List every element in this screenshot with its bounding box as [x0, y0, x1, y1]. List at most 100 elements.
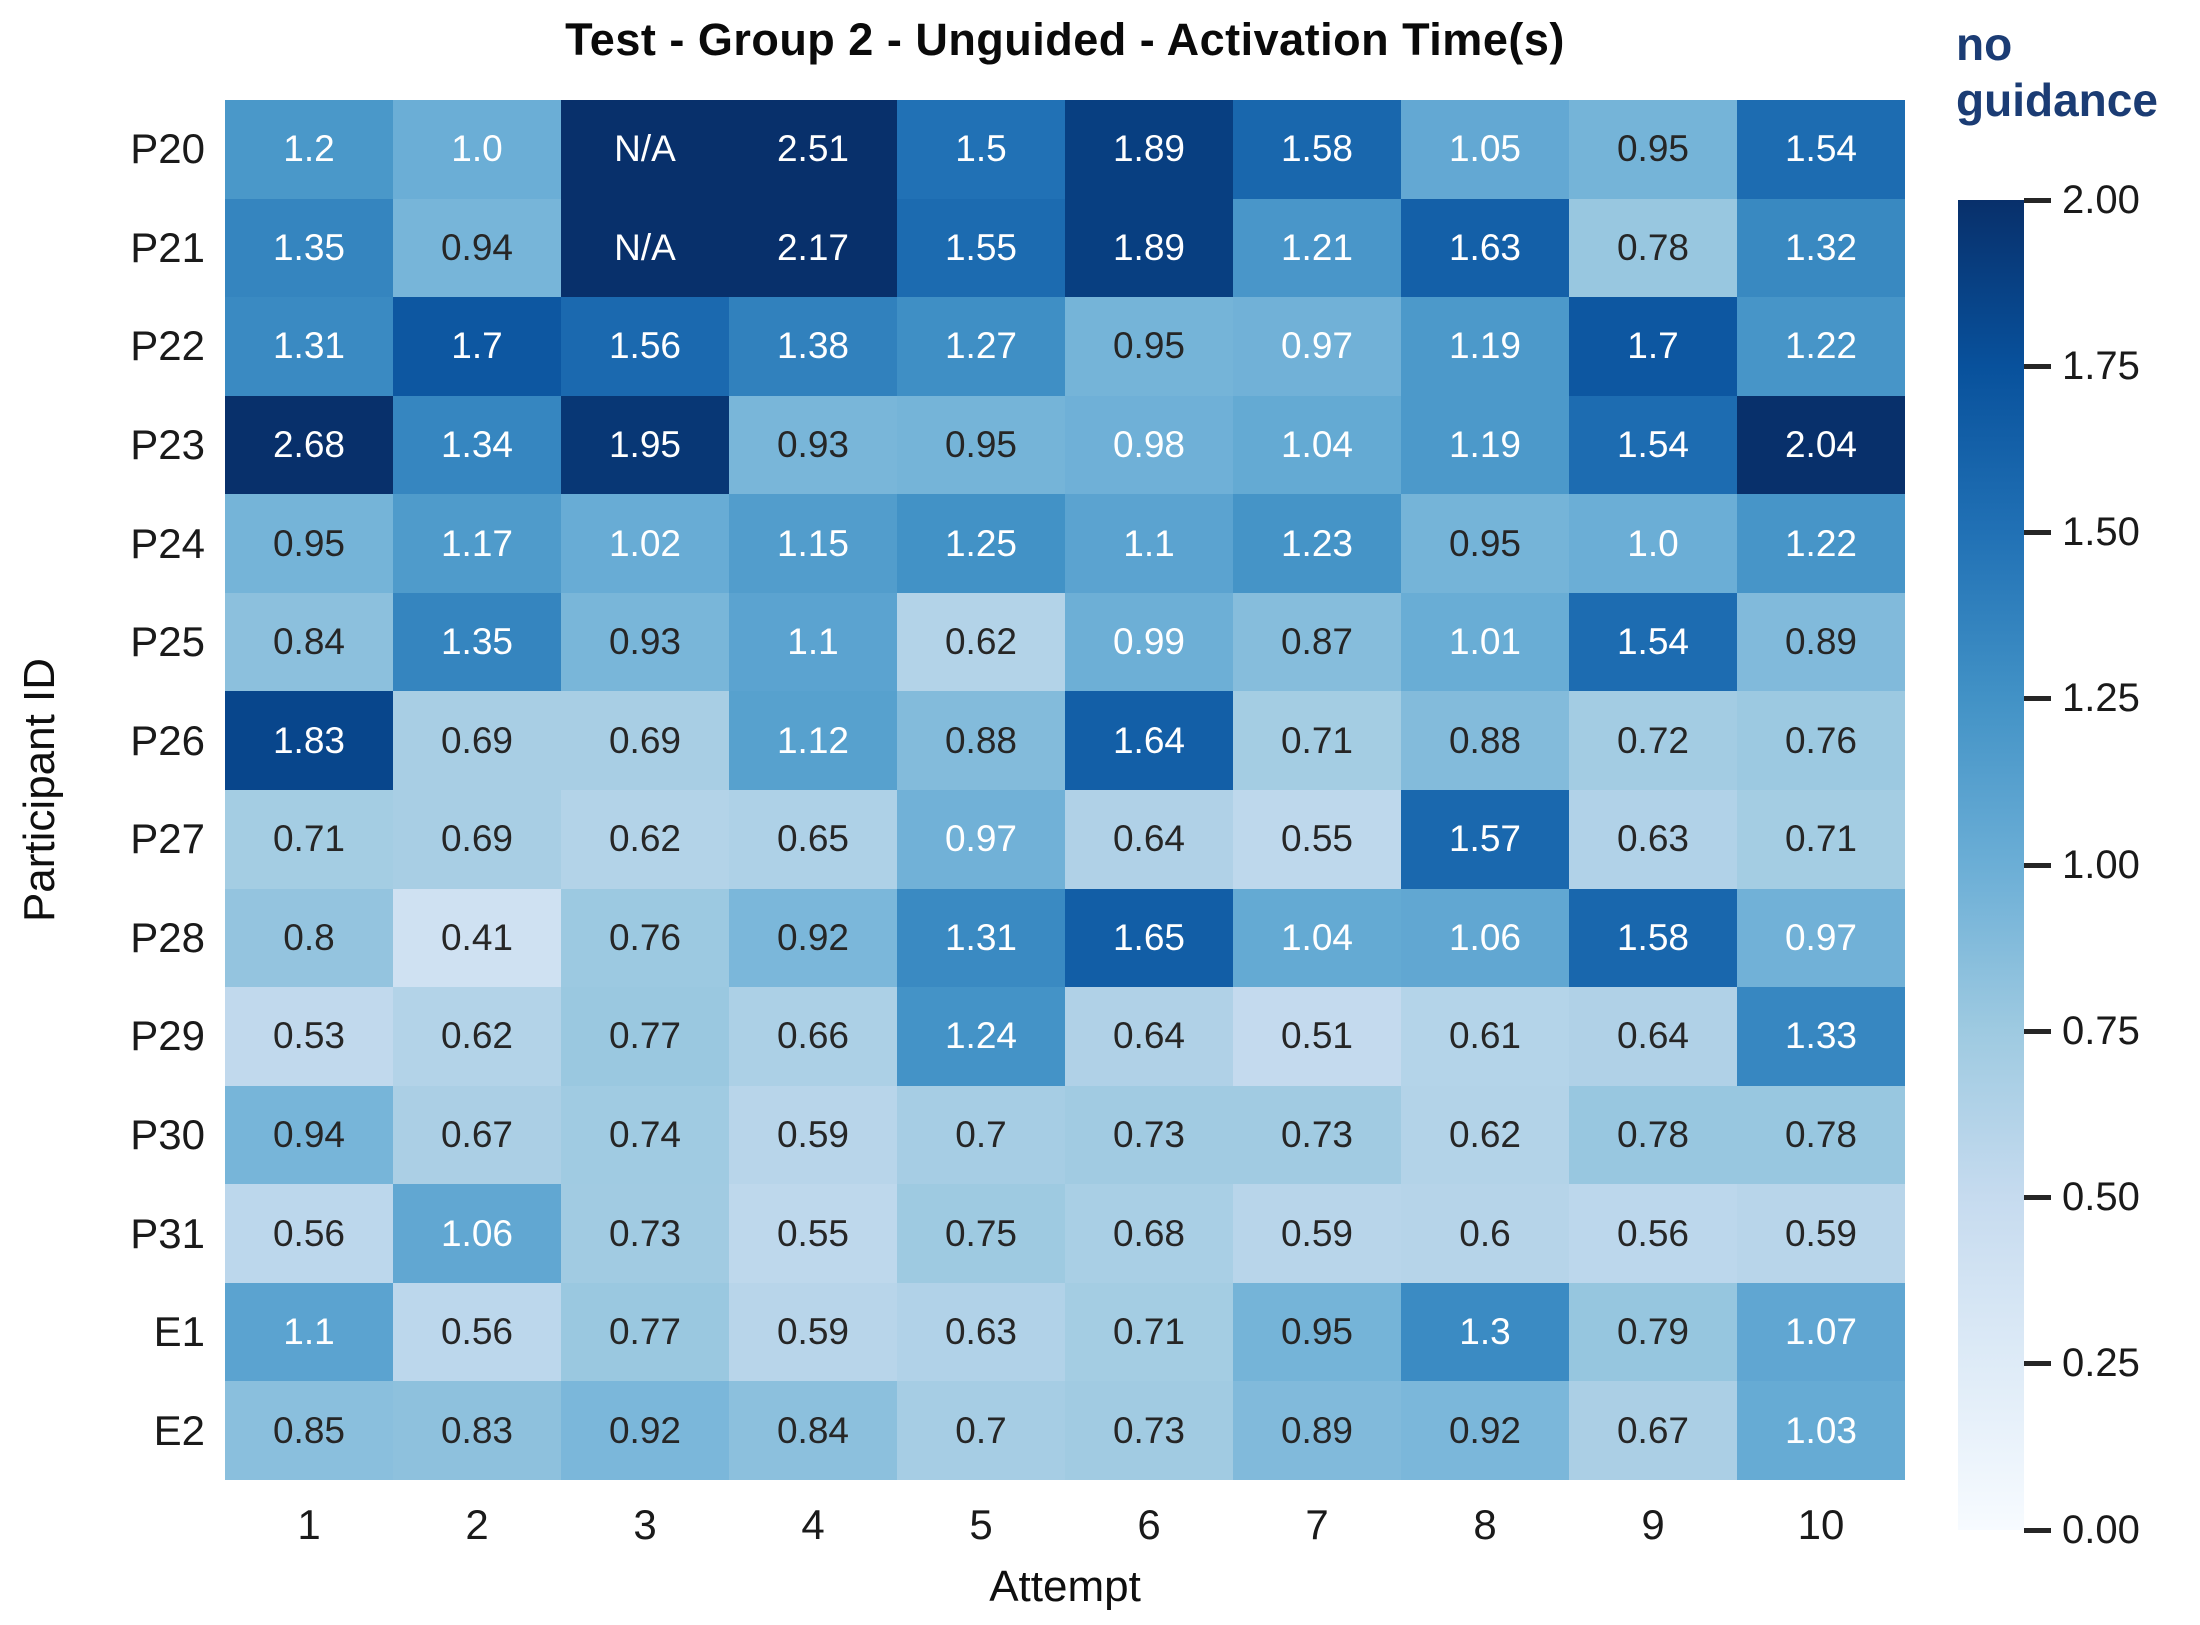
- heatmap-cell: 0.64: [1065, 987, 1233, 1086]
- heatmap-cell: 0.69: [393, 789, 561, 889]
- heatmap-cell: 1.06: [393, 1184, 561, 1283]
- heatmap-cell: 1.24: [897, 987, 1065, 1086]
- y-tick-label: P29: [130, 1012, 205, 1060]
- heatmap-cell: 0.64: [1065, 789, 1233, 889]
- heatmap-cell: 1.23: [1233, 494, 1401, 593]
- heatmap-cell: 0.99: [1065, 592, 1233, 692]
- heatmap-cell: 0.56: [1569, 1184, 1737, 1283]
- heatmap-cell: 1.31: [897, 888, 1065, 988]
- colorbar-tick-label: 1.25: [2062, 676, 2140, 721]
- colorbar-tick-label: 0.50: [2062, 1175, 2140, 1219]
- y-tick-label: P28: [130, 913, 205, 961]
- heatmap-cell: 2.68: [225, 395, 393, 495]
- y-tick-label: E2: [153, 1406, 205, 1454]
- heatmap-cell: 0.95: [1065, 297, 1233, 396]
- heatmap-cell: 0.67: [393, 1085, 561, 1185]
- heatmap-cell: 0.67: [1569, 1381, 1737, 1480]
- y-tick-label: P31: [130, 1209, 205, 1257]
- heatmap-cell: 0.97: [1233, 297, 1401, 396]
- heatmap-cell: 0.73: [1065, 1381, 1233, 1480]
- y-axis-title: Participant ID: [15, 657, 64, 923]
- heatmap-cell: 0.94: [225, 1085, 393, 1185]
- colorbar-tick-mark: [2024, 1028, 2051, 1034]
- heatmap-cell: 0.79: [1569, 1282, 1737, 1382]
- heatmap-cell: 0.88: [1401, 691, 1569, 790]
- heatmap-cell: 0.53: [225, 987, 393, 1086]
- heatmap-cell: 0.64: [1569, 987, 1737, 1086]
- heatmap-cell: 1.2: [225, 100, 393, 199]
- heatmap-cell: 0.69: [561, 691, 729, 790]
- heatmap-cell: 1.05: [1401, 100, 1569, 199]
- heatmap-cell: 1.06: [1401, 888, 1569, 988]
- x-tick-label: 9: [1641, 1501, 1665, 1548]
- heatmap-cell: 1.7: [393, 297, 561, 396]
- heatmap-cell: 1.7: [1569, 297, 1737, 396]
- heatmap-cell: 0.85: [225, 1381, 393, 1480]
- heatmap-cell: 0.97: [897, 789, 1065, 889]
- heatmap-cell: 0.95: [225, 494, 393, 593]
- heatmap-cell: 0.97: [1737, 888, 1905, 988]
- heatmap-cell: 0.84: [729, 1381, 897, 1480]
- heatmap-cell: 0.68: [1065, 1184, 1233, 1283]
- heatmap-cell: 0.71: [1737, 789, 1905, 889]
- heatmap-cell: 0.78: [1737, 1085, 1905, 1185]
- x-tick-label: 4: [801, 1501, 825, 1548]
- heatmap-cell: 1.32: [1737, 198, 1905, 298]
- heatmap-cell: 0.83: [393, 1381, 561, 1480]
- heatmap-cell: 1.15: [729, 494, 897, 593]
- heatmap-cell: 1.57: [1401, 789, 1569, 889]
- colorbar-tick-label: 0.75: [2062, 1008, 2140, 1053]
- y-tick-label: E1: [153, 1308, 205, 1356]
- heatmap-cell: 0.66: [729, 987, 897, 1086]
- heatmap-cell: 0.7: [897, 1381, 1065, 1480]
- heatmap-cell: 0.88: [897, 691, 1065, 790]
- heatmap-cell: 1.89: [1065, 198, 1233, 298]
- heatmap-cell: 1.27: [897, 297, 1065, 396]
- y-axis-tick-labels: P20 P21 P22 P23 P24 P25 P26 P27 P28 P29 P30 P31 E1 E2: [0, 100, 205, 1480]
- heatmap-cell: 1.01: [1401, 592, 1569, 692]
- heatmap-cell: 0.62: [897, 592, 1065, 692]
- heatmap-cell: 0.62: [1401, 1085, 1569, 1185]
- heatmap-cell: 1.54: [1737, 100, 1905, 199]
- colorbar-gradient: [1958, 200, 2024, 1530]
- heatmap-cell: 1.58: [1233, 100, 1401, 199]
- heatmap-cell: 0.71: [1065, 1282, 1233, 1382]
- heatmap-cell: 0.78: [1569, 1085, 1737, 1185]
- colorbar-tick-mark: [2024, 1361, 2051, 1367]
- heatmap-cell: 0.95: [897, 395, 1065, 495]
- heatmap-cell: 0.98: [1065, 395, 1233, 495]
- heatmap-cell: 0.92: [561, 1381, 729, 1480]
- heatmap-cell: 0.95: [1569, 100, 1737, 199]
- colorbar-tick-mark: [2024, 530, 2051, 535]
- heatmap-cell: 1.3: [1401, 1282, 1569, 1382]
- x-tick-label: 3: [633, 1501, 657, 1548]
- heatmap-cell: 0.65: [729, 789, 897, 889]
- heatmap-cell: 0.55: [1233, 789, 1401, 889]
- heatmap-cell: 1.25: [897, 494, 1065, 593]
- heatmap-cell: 1.54: [1569, 592, 1737, 692]
- heatmap-cell: 0.75: [897, 1184, 1065, 1283]
- heatmap-cell: 0.56: [225, 1184, 393, 1283]
- heatmap-cell: 1.56: [561, 297, 729, 396]
- heatmap-cell: 0.95: [1401, 494, 1569, 593]
- heatmap-cell: 0.62: [393, 987, 561, 1086]
- heatmap-cell: 1.19: [1401, 297, 1569, 396]
- y-tick-label: P22: [130, 322, 205, 370]
- heatmap-cell: 0.51: [1233, 987, 1401, 1086]
- x-tick-label: 1: [297, 1501, 321, 1548]
- heatmap-cell: 1.0: [1569, 494, 1737, 593]
- heatmap-cell: 0.74: [561, 1085, 729, 1185]
- heatmap-cell: 0.59: [729, 1085, 897, 1185]
- x-tick-label: 8: [1473, 1501, 1497, 1548]
- heatmap-cell: N/A: [561, 100, 729, 199]
- x-tick-label: 10: [1797, 1501, 1845, 1548]
- heatmap-cell: 1.83: [225, 691, 393, 790]
- heatmap-cell: 0.77: [561, 1282, 729, 1382]
- heatmap-cell: 0.95: [1233, 1282, 1401, 1382]
- y-tick-label: P27: [130, 815, 205, 863]
- colorbar-tick-mark: [2024, 363, 2051, 369]
- y-tick-label: P20: [130, 125, 205, 173]
- heatmap-cell: 0.71: [1233, 691, 1401, 790]
- heatmap-cell: 1.04: [1233, 395, 1401, 495]
- heatmap-cell: 1.1: [729, 592, 897, 692]
